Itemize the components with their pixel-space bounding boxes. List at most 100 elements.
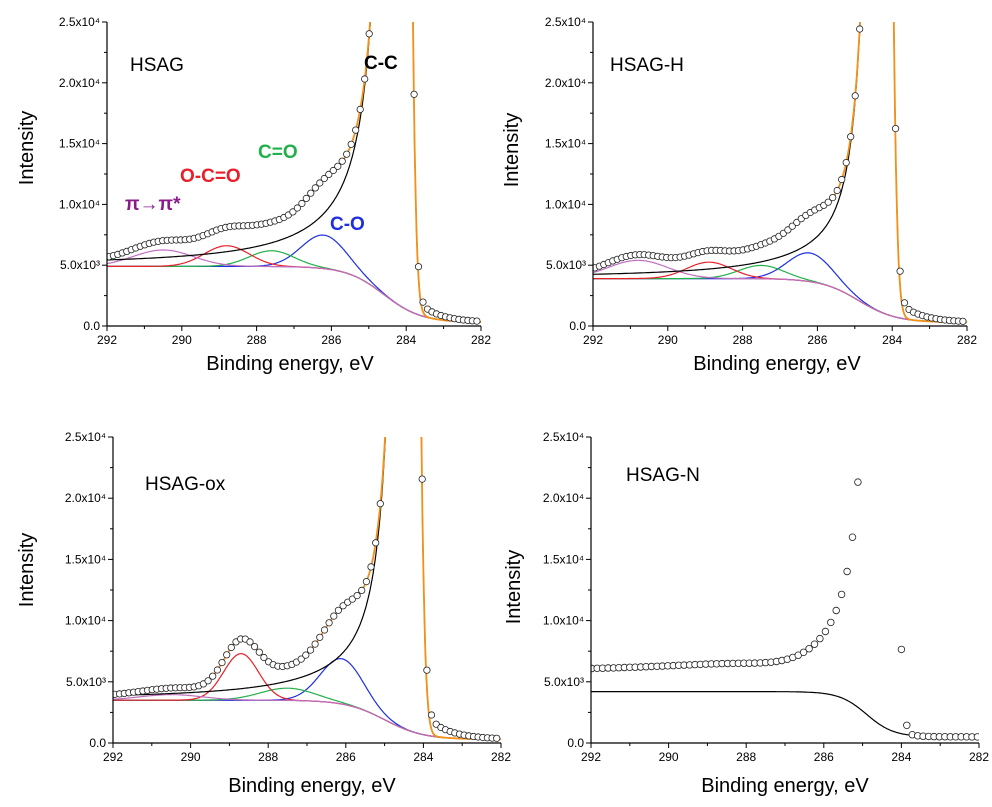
data-point xyxy=(320,626,329,634)
data-point xyxy=(832,606,840,615)
data-point xyxy=(316,179,324,187)
data-point xyxy=(330,612,338,620)
series-component-4 xyxy=(113,694,501,740)
x-tick-label: 286 xyxy=(807,333,827,347)
data-point xyxy=(842,159,850,167)
data-point xyxy=(361,75,369,83)
data-point xyxy=(418,475,426,483)
x-tick-label: 288 xyxy=(736,750,756,764)
x-tick-label: 290 xyxy=(658,333,678,347)
series-background xyxy=(591,691,979,738)
data-point xyxy=(316,633,324,641)
panel-title-hsag: HSAG xyxy=(130,55,184,76)
data-point xyxy=(260,653,268,662)
panel-hsag: 292 290 288 286 284 282 0.0 5.0x10³ 1.0x10⁴ 1.5x1… xyxy=(16,15,491,375)
y-tick-label: 1.0x10⁴ xyxy=(59,197,100,211)
data-point xyxy=(838,175,846,184)
x-tick-label: 282 xyxy=(471,333,491,347)
x-tick-label: 292 xyxy=(97,333,117,347)
panel-hsag-h: 292 290 288 286 284 282 0.0 5.0x10³ 1.0x10⁴ 1.5x1… xyxy=(501,15,977,375)
data-point xyxy=(348,595,356,603)
y-axis-title-hsag: Intensity xyxy=(16,111,38,185)
y-tick-label: 2.5x10⁴ xyxy=(59,15,100,29)
x-tick-label: 292 xyxy=(103,750,123,764)
data-point xyxy=(213,666,221,674)
data-point xyxy=(209,672,217,680)
annotation-pi-pi-star: π→π* xyxy=(125,194,181,215)
data-point xyxy=(297,655,305,663)
data-point xyxy=(352,126,360,134)
y-tick-label: 0.0 xyxy=(567,736,584,750)
data-point xyxy=(362,577,370,586)
y-tick-label: 2.0x10⁴ xyxy=(59,76,100,90)
data-point xyxy=(833,186,841,195)
data-point xyxy=(810,640,819,648)
panel-title-hsag-n: HSAG-N xyxy=(626,465,700,486)
data-point xyxy=(251,642,259,651)
x-tick-label: 290 xyxy=(172,333,192,347)
data-point xyxy=(334,162,342,170)
y-tick-label: 2.0x10⁴ xyxy=(545,76,586,90)
x-tick-label: 284 xyxy=(413,750,433,764)
data-point xyxy=(851,92,859,100)
x-axis-title-hsag-n: Binding energy, eV xyxy=(701,775,869,797)
data-point xyxy=(816,634,824,643)
data-point xyxy=(302,194,310,202)
data-point xyxy=(320,174,328,183)
data-point xyxy=(854,478,862,486)
series-component-4 xyxy=(593,259,967,323)
data-point xyxy=(347,140,355,148)
data-point xyxy=(829,194,837,202)
series-background xyxy=(593,278,967,323)
y-tick-label: 2.0x10⁴ xyxy=(543,491,584,505)
y-tick-label: 2.5x10⁴ xyxy=(545,15,586,29)
axes-hsag-ox: 292 290 288 286 284 282 0.0 5.0x10³ 1.0x10⁴ 1.5x1… xyxy=(65,430,512,764)
y-tick-label: 1.0x10⁴ xyxy=(65,614,106,628)
data-point xyxy=(307,189,315,197)
y-tick-label: 1.5x10⁴ xyxy=(543,552,584,566)
data-point xyxy=(423,666,431,674)
x-tick-label: 284 xyxy=(396,333,416,347)
plot-area-hsag-h xyxy=(593,22,967,325)
x-tick-label: 292 xyxy=(581,750,601,764)
annotation-o-c-double-o: O-C=O xyxy=(180,166,241,187)
y-tick-label: 2.5x10⁴ xyxy=(65,430,106,444)
data-point xyxy=(325,170,333,178)
annotation-c-o: C-O xyxy=(330,214,365,235)
data-point xyxy=(847,133,855,141)
x-tick-label: 290 xyxy=(659,750,679,764)
data-point xyxy=(367,563,375,571)
data-point xyxy=(325,619,333,627)
data-point xyxy=(799,648,808,656)
data-point xyxy=(365,30,373,38)
series-background xyxy=(113,699,501,740)
data-point xyxy=(891,125,900,133)
data-point xyxy=(372,539,380,547)
data-point xyxy=(427,711,436,719)
series-envelope xyxy=(593,22,967,324)
x-tick-label: 292 xyxy=(583,333,603,347)
x-tick-label: 284 xyxy=(882,333,902,347)
data-point xyxy=(204,677,212,685)
plot-area-hsag-n xyxy=(591,478,979,741)
data-point xyxy=(805,645,813,653)
data-point xyxy=(289,208,297,216)
x-axis-title-hsag: Binding energy, eV xyxy=(206,353,374,375)
x-tick-label: 288 xyxy=(733,333,753,347)
axes-hsag-n: 292 290 288 286 284 282 0.0 5.0x10³ 1.0x10⁴ 1.5x1… xyxy=(543,430,990,764)
x-tick-label: 288 xyxy=(247,333,267,347)
data-point xyxy=(311,184,319,192)
x-tick-label: 288 xyxy=(258,750,278,764)
data-point xyxy=(343,150,351,158)
x-axis-title-hsag-ox: Binding energy, eV xyxy=(228,775,396,797)
panel-title-hsag-h: HSAG-H xyxy=(610,55,684,76)
series-component-4 xyxy=(107,249,481,323)
data-point xyxy=(959,317,967,325)
y-tick-label: 1.5x10⁴ xyxy=(59,137,100,151)
y-tick-label: 1.5x10⁴ xyxy=(545,137,586,151)
data-point xyxy=(848,533,857,541)
y-tick-label: 5.0x10³ xyxy=(66,675,106,689)
data-point xyxy=(298,199,306,208)
data-point xyxy=(827,618,835,627)
